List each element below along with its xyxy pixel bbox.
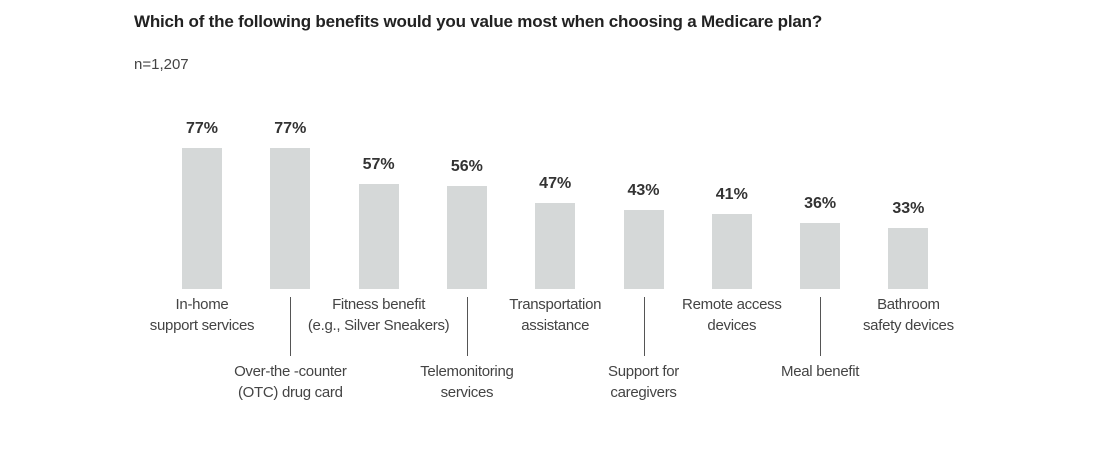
category-label: Remote access devices bbox=[682, 296, 782, 334]
category-label: Over-the -counter (OTC) drug card bbox=[234, 363, 347, 401]
label-leader-line bbox=[643, 297, 645, 356]
data-label: 36% bbox=[804, 194, 837, 212]
data-label: 47% bbox=[539, 174, 572, 192]
bar bbox=[358, 184, 399, 289]
bar bbox=[711, 213, 752, 289]
bar bbox=[888, 228, 929, 289]
data-label: 56% bbox=[450, 158, 483, 176]
chart-subtitle: n=1,207 bbox=[134, 56, 189, 73]
category-label: Fitness benefit (e.g., Silver Sneakers) bbox=[307, 296, 450, 334]
bar bbox=[270, 147, 311, 289]
label-leader-line bbox=[820, 297, 822, 356]
data-label: 41% bbox=[715, 185, 748, 203]
chart-title: Which of the following benefits would yo… bbox=[134, 12, 823, 31]
data-label: 57% bbox=[362, 156, 395, 174]
data-label: 77% bbox=[274, 119, 307, 137]
category-label: In-home support services bbox=[149, 296, 255, 334]
bar bbox=[535, 202, 576, 289]
category-label: Transportation assistance bbox=[509, 296, 602, 334]
data-label: 33% bbox=[892, 200, 925, 218]
category-label: Support for caregivers bbox=[608, 363, 679, 401]
category-label: Bathroom safety devices bbox=[862, 296, 954, 334]
data-label: 43% bbox=[627, 182, 660, 200]
data-label: 77% bbox=[185, 119, 219, 137]
label-leader-line bbox=[466, 297, 468, 356]
bar bbox=[800, 222, 841, 289]
category-label: Telemonitoring services bbox=[420, 363, 514, 401]
bar bbox=[446, 186, 487, 289]
bar bbox=[623, 210, 664, 289]
label-leader-line bbox=[290, 297, 292, 356]
category-label: Meal benefit bbox=[781, 363, 860, 380]
bar bbox=[182, 147, 222, 289]
